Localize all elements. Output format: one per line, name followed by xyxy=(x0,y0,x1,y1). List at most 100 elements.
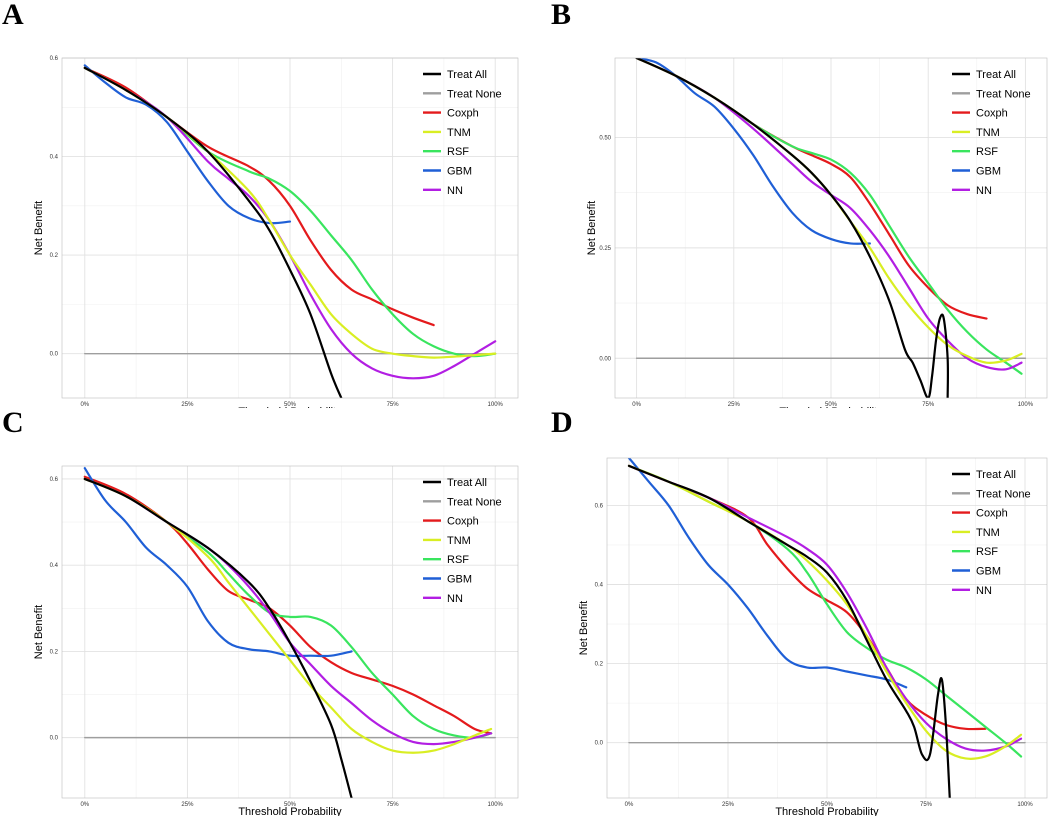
series-line-tnm xyxy=(627,464,1023,760)
series-line-treat-all xyxy=(83,477,353,798)
series-lines xyxy=(83,467,496,798)
series-line-rsf xyxy=(635,58,1023,375)
legend-label: GBM xyxy=(976,566,1001,578)
y-tick-label: 0.2 xyxy=(595,662,604,668)
x-tick-label: 0% xyxy=(80,802,89,808)
series-line-rsf xyxy=(627,464,1023,758)
series-line-coxph xyxy=(83,66,435,327)
legend-label: Coxph xyxy=(447,108,479,120)
x-tick-label: 75% xyxy=(922,402,935,408)
y-tick-label: 0.2 xyxy=(50,649,59,655)
legend-label: GBM xyxy=(447,166,472,178)
legend-label: Treat None xyxy=(447,88,502,100)
legend-label: RSF xyxy=(976,546,998,558)
legend: Treat All Treat None Coxph TNM RSF GBM NN xyxy=(423,477,502,605)
x-tick-label: 75% xyxy=(920,802,933,808)
x-axis-title: Threshold Probability xyxy=(238,806,342,816)
y-tick-label: 0.6 xyxy=(595,503,604,509)
legend-label: Treat All xyxy=(447,69,487,81)
chart-b: 0% 25% 50% 75% 100% 0.00 0.25 0.50 Threshold Pro… xyxy=(586,57,1048,408)
plot-border xyxy=(614,57,1048,399)
chart-c: 0% 25% 50% 75% 100% 0.0 0.2 0.4 0.6 Threshold Pro… xyxy=(33,465,519,816)
x-tick-label: 100% xyxy=(488,802,504,808)
legend-label: TNM xyxy=(976,127,1000,139)
x-axis-title: Threshold Probability xyxy=(779,406,883,408)
legend-label: Coxph xyxy=(976,108,1008,120)
legend-label: Coxph xyxy=(447,516,479,528)
panel-label-a: A xyxy=(2,0,24,31)
y-tick-label: 0.6 xyxy=(50,56,59,62)
legend-label: GBM xyxy=(976,166,1001,178)
x-axis-title: Threshold Probability xyxy=(238,406,342,408)
x-tick-label: 25% xyxy=(181,802,194,808)
series-line-treat-all xyxy=(627,464,951,798)
series-line-nn xyxy=(83,66,497,380)
legend-label: Treat All xyxy=(976,469,1016,481)
x-tick-label: 100% xyxy=(1018,402,1034,408)
series-lines xyxy=(635,58,1027,398)
plot-border xyxy=(61,465,519,799)
series-line-coxph xyxy=(83,475,493,735)
y-tick-label: 0.0 xyxy=(595,741,604,747)
series-line-treat-all xyxy=(635,58,950,398)
legend-label: Treat None xyxy=(447,496,502,508)
series-lines xyxy=(627,458,1026,798)
panel-label-c: C xyxy=(2,406,24,439)
series-line-gbm xyxy=(83,64,292,225)
x-tick-label: 50% xyxy=(284,402,297,408)
legend-label: Coxph xyxy=(976,508,1008,520)
panel-label-b: B xyxy=(551,0,572,31)
y-tick-label: 0.6 xyxy=(50,477,59,483)
x-tick-label: 100% xyxy=(488,402,504,408)
series-line-treat-all xyxy=(83,66,343,398)
series-line-tnm xyxy=(83,477,493,754)
legend-label: TNM xyxy=(976,527,1000,539)
panel-d: 0% 25% 50% 75% 100% 0.0 0.2 0.4 0.6 Threshold Pro… xyxy=(527,406,1053,816)
x-tick-label: 75% xyxy=(387,802,400,808)
x-tick-label: 50% xyxy=(825,402,838,408)
series-line-nn xyxy=(627,464,1023,752)
y-tick-label: 0.25 xyxy=(599,246,611,252)
y-tick-label: 0.00 xyxy=(599,356,611,362)
legend-label: Treat None xyxy=(976,488,1031,500)
series-line-coxph xyxy=(635,58,988,320)
series-line-tnm xyxy=(635,58,1023,364)
plot-border xyxy=(606,457,1048,799)
legend-label: Treat All xyxy=(447,477,487,489)
x-tick-label: 100% xyxy=(1017,802,1033,808)
panel-a: 0% 25% 50% 75% 100% 0.0 0.2 0.4 0.6 Threshold Pro… xyxy=(0,0,526,408)
legend: Treat All Treat None Coxph TNM RSF GBM NN xyxy=(423,69,502,197)
legend-label: NN xyxy=(447,593,463,605)
y-tick-label: 0.4 xyxy=(50,155,59,161)
y-tick-label: 0.2 xyxy=(50,253,59,259)
panel-c: 0% 25% 50% 75% 100% 0.0 0.2 0.4 0.6 Threshold Pro… xyxy=(0,406,526,816)
y-tick-label: 0.4 xyxy=(50,563,59,569)
chart-a: 0% 25% 50% 75% 100% 0.0 0.2 0.4 0.6 Threshold Pro… xyxy=(33,56,519,408)
legend-label: RSF xyxy=(447,146,469,158)
series-line-gbm xyxy=(627,458,908,689)
legend-label: TNM xyxy=(447,127,471,139)
chart-d: 0% 25% 50% 75% 100% 0.0 0.2 0.4 0.6 Threshold Pro… xyxy=(578,457,1048,816)
series-line-gbm xyxy=(83,467,353,658)
legend-label: Treat All xyxy=(976,69,1016,81)
x-axis-title: Threshold Probability xyxy=(775,806,879,816)
x-tick-label: 25% xyxy=(728,402,741,408)
panel-label-d: D xyxy=(551,406,573,439)
y-axis-title: Net Benefit xyxy=(578,601,590,655)
y-tick-label: 0.4 xyxy=(595,583,604,589)
x-tick-label: 25% xyxy=(722,802,735,808)
plot-border xyxy=(61,57,519,399)
x-tick-label: 50% xyxy=(821,802,834,808)
legend-label: NN xyxy=(447,185,463,197)
legend-label: GBM xyxy=(447,574,472,586)
y-axis-title: Net Benefit xyxy=(33,201,45,255)
legend-label: RSF xyxy=(447,554,469,566)
y-tick-label: 0.50 xyxy=(599,135,611,141)
x-tick-label: 75% xyxy=(387,402,400,408)
y-axis-title: Net Benefit xyxy=(33,605,45,659)
legend: Treat All Treat None Coxph TNM RSF GBM NN xyxy=(952,69,1031,197)
x-tick-label: 0% xyxy=(625,802,634,808)
x-tick-label: 25% xyxy=(181,402,194,408)
x-tick-label: 0% xyxy=(632,402,641,408)
legend-label: Treat None xyxy=(976,88,1031,100)
